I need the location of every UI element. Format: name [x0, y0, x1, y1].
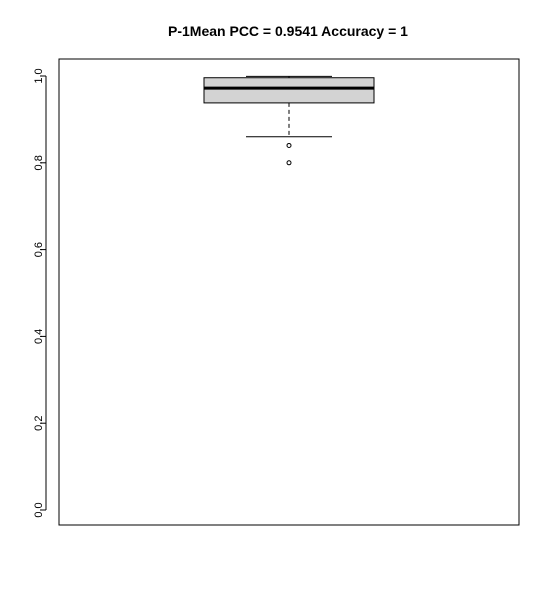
y-tick-label: 0.4 — [33, 329, 45, 344]
chart-title: P-1Mean PCC = 0.9541 Accuracy = 1 — [168, 23, 408, 39]
outlier-point — [286, 142, 292, 148]
iqr-box — [203, 77, 375, 104]
outlier-point — [286, 160, 292, 166]
y-tick-label: 0.8 — [33, 155, 45, 170]
y-tick-label: 0.2 — [33, 416, 45, 431]
y-tick-label: 0.6 — [33, 242, 45, 257]
y-axis: 0.0 0.2 0.4 0.6 0.8 1.0 — [33, 68, 47, 518]
box-plot — [203, 75, 375, 166]
y-tick-label: 1.0 — [33, 68, 45, 83]
plot-frame — [58, 58, 520, 526]
y-tick-label: 0.0 — [33, 502, 45, 517]
